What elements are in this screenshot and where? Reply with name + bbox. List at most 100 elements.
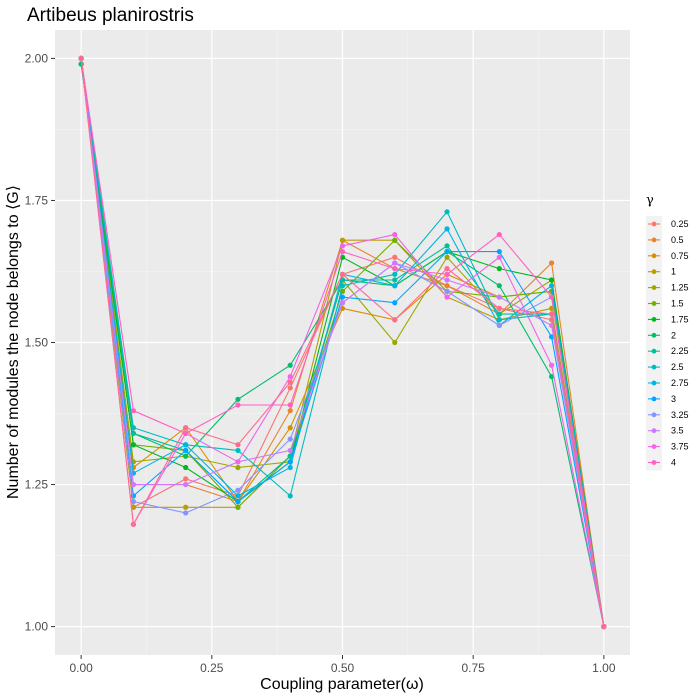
legend-label: 3.75 bbox=[671, 442, 689, 452]
data-point bbox=[392, 283, 398, 289]
series-3 bbox=[78, 55, 607, 630]
legend-label: 3.25 bbox=[671, 410, 689, 420]
data-point bbox=[287, 464, 293, 471]
legend-label: 0.5 bbox=[671, 235, 684, 245]
grid bbox=[55, 30, 630, 655]
legend-item: 3.5 bbox=[646, 422, 684, 439]
legend-item: 2 bbox=[646, 327, 676, 344]
data-point bbox=[496, 254, 502, 260]
data-point bbox=[287, 402, 293, 408]
data-point bbox=[496, 266, 502, 272]
legend-item: 3.25 bbox=[646, 406, 689, 423]
legend-item: 3.75 bbox=[646, 438, 689, 455]
data-point bbox=[235, 493, 241, 499]
data-point bbox=[601, 623, 607, 630]
x-tick-label: 0.75 bbox=[462, 661, 486, 675]
legend-label: 2.25 bbox=[671, 346, 689, 356]
legend-key-point bbox=[651, 428, 657, 434]
data-point bbox=[392, 277, 398, 283]
legend-item: 1.25 bbox=[646, 279, 689, 296]
x-tick-label: 0.00 bbox=[69, 661, 93, 675]
data-point bbox=[287, 493, 293, 499]
data-point bbox=[444, 271, 450, 277]
data-point bbox=[339, 300, 346, 306]
data-point bbox=[444, 209, 450, 215]
data-point bbox=[287, 385, 293, 391]
data-point bbox=[496, 322, 502, 329]
data-point bbox=[183, 442, 189, 448]
legend-key-point bbox=[651, 348, 657, 354]
data-point bbox=[130, 498, 137, 505]
y-tick-label: 2.00 bbox=[25, 51, 49, 65]
data-point bbox=[78, 55, 84, 62]
data-point bbox=[235, 498, 241, 505]
y-tick-label: 1.75 bbox=[25, 193, 49, 207]
data-point bbox=[548, 277, 555, 283]
data-point bbox=[496, 305, 502, 312]
legend-label: 3 bbox=[671, 394, 676, 404]
data-point bbox=[444, 277, 450, 283]
data-point bbox=[392, 266, 398, 272]
data-point bbox=[235, 459, 241, 465]
data-point bbox=[130, 481, 137, 488]
data-point bbox=[183, 447, 189, 454]
legend-item: 2.75 bbox=[646, 375, 689, 391]
legend-key-point bbox=[651, 221, 657, 227]
data-point bbox=[235, 487, 241, 493]
data-point bbox=[548, 373, 555, 380]
x-tick-label: 0.50 bbox=[331, 661, 355, 675]
legend-key-point bbox=[651, 444, 657, 449]
data-point bbox=[183, 464, 189, 471]
legend-key-point bbox=[651, 237, 657, 243]
data-point bbox=[392, 317, 398, 323]
data-point bbox=[235, 396, 241, 402]
legend-label: 2 bbox=[671, 330, 676, 340]
legend-label: 2.75 bbox=[671, 378, 689, 388]
data-point bbox=[392, 300, 398, 306]
data-point bbox=[339, 237, 346, 243]
legend-key-point bbox=[651, 285, 657, 290]
data-point bbox=[183, 430, 189, 437]
data-point bbox=[444, 294, 450, 300]
legend-title: γ bbox=[646, 193, 654, 208]
data-point bbox=[183, 510, 189, 516]
data-point bbox=[444, 283, 450, 289]
legend-label: 1.5 bbox=[671, 299, 684, 309]
data-point bbox=[287, 459, 293, 465]
data-point bbox=[496, 231, 502, 238]
data-point bbox=[183, 481, 189, 488]
legend-item: 0.75 bbox=[646, 247, 689, 264]
data-point bbox=[444, 226, 450, 232]
data-point bbox=[444, 266, 450, 272]
data-point bbox=[444, 243, 450, 249]
data-point bbox=[287, 425, 293, 431]
legend-key-point bbox=[651, 412, 657, 418]
x-tick-label: 0.25 bbox=[200, 661, 224, 675]
data-point bbox=[287, 379, 293, 385]
y-axis-title: Number of modules the node belongs to ⟨G… bbox=[5, 185, 22, 499]
data-point bbox=[183, 425, 189, 431]
legend-key-point bbox=[651, 253, 657, 259]
data-point bbox=[548, 283, 555, 289]
data-point bbox=[339, 248, 346, 255]
data-point bbox=[183, 476, 189, 482]
data-point bbox=[235, 447, 241, 454]
data-point bbox=[392, 339, 398, 346]
data-point bbox=[287, 373, 293, 380]
x-axis-title: Coupling parameter(ω) bbox=[260, 676, 424, 693]
series-unlabeled-16 bbox=[78, 55, 607, 630]
data-point bbox=[339, 294, 346, 300]
legend-label: 1.75 bbox=[671, 314, 689, 324]
data-point bbox=[444, 288, 450, 294]
data-point bbox=[496, 283, 502, 289]
legend-item: 1.75 bbox=[646, 311, 689, 328]
y-tick-label: 1.25 bbox=[25, 478, 49, 492]
legend-label: 2.5 bbox=[671, 362, 684, 372]
data-point bbox=[287, 447, 293, 454]
data-point bbox=[496, 317, 502, 323]
legend-item: 3 bbox=[646, 390, 676, 407]
data-point bbox=[392, 260, 398, 266]
legend-label: 4 bbox=[671, 458, 676, 468]
data-point bbox=[235, 442, 241, 448]
